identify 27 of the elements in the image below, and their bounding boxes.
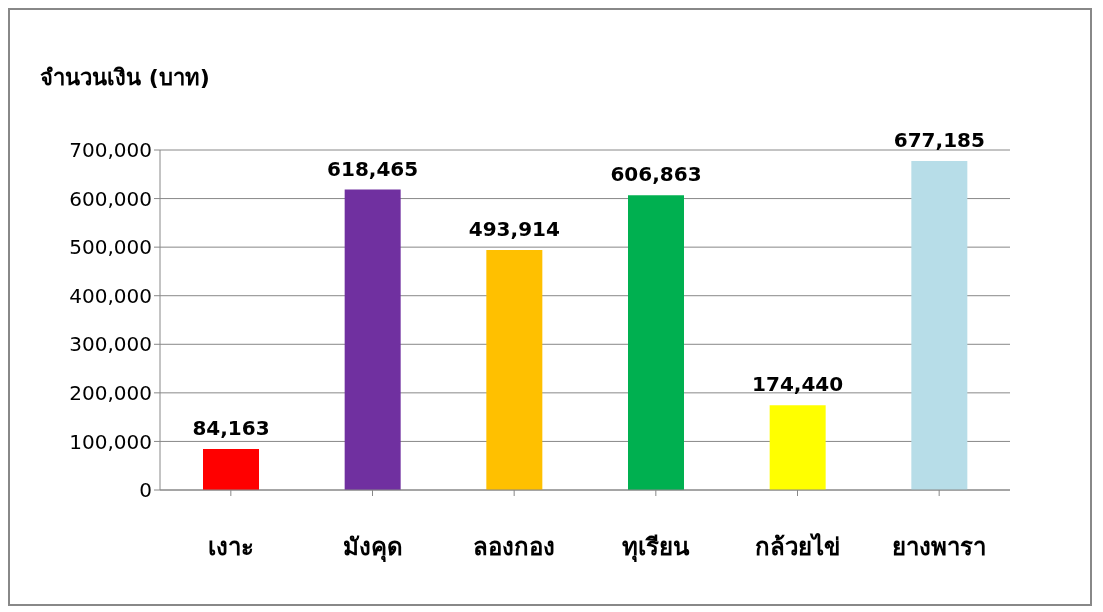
data-label: 618,465: [327, 156, 419, 181]
y-tick-label: 500,000: [69, 235, 152, 260]
data-label: 174,440: [752, 372, 844, 397]
bar: [203, 449, 259, 490]
x-tick-label: กล้วยไข่: [755, 532, 840, 562]
bar: [628, 195, 684, 490]
y-tick-label: 300,000: [69, 332, 152, 357]
x-tick-label: มังคุด: [342, 533, 403, 564]
bar: [486, 250, 543, 490]
bar: [911, 161, 968, 490]
y-tick-label: 400,000: [69, 283, 152, 308]
x-tick-label: ยางพารา: [892, 533, 987, 562]
data-label: 606,863: [610, 162, 702, 187]
x-tick-label: เงาะ: [207, 533, 254, 562]
bar: [769, 405, 826, 490]
y-tick-label: 100,000: [69, 429, 152, 454]
y-tick-label: 600,000: [69, 186, 152, 211]
data-label: 677,185: [893, 128, 985, 153]
y-tick-label: 200,000: [69, 380, 152, 405]
x-tick-label: ลองกอง: [473, 533, 556, 562]
x-tick-label: ทุเรียน: [622, 533, 691, 564]
data-label: 84,163: [192, 416, 270, 441]
y-tick-label: 700,000: [69, 138, 152, 163]
data-label: 493,914: [468, 217, 560, 242]
bar: [344, 189, 401, 490]
y-axis-title: จำนวนเงิน (บาท): [40, 64, 210, 92]
y-tick-label: 0: [139, 478, 152, 503]
